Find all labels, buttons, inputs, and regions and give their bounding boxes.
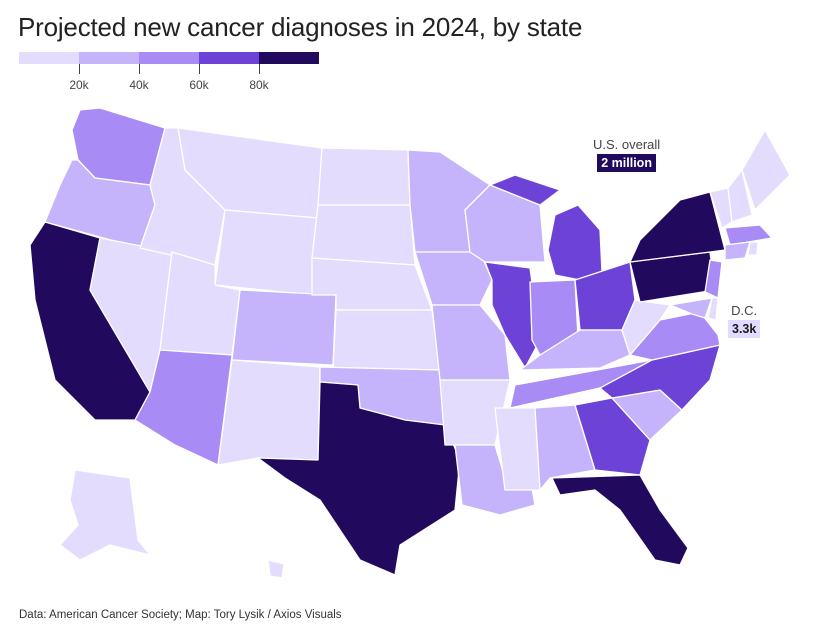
state-louisiana[interactable] [454, 444, 536, 516]
state-massachusetts[interactable] [724, 224, 773, 246]
dc-value: 3.3k [728, 320, 761, 338]
state-rhode-island[interactable] [747, 241, 759, 256]
state-maryland[interactable] [669, 297, 713, 319]
state-georgia[interactable] [574, 397, 651, 476]
state-michigan[interactable] [547, 204, 603, 281]
state-new-mexico[interactable] [217, 359, 321, 466]
state-hawaii[interactable] [267, 559, 285, 579]
state-florida[interactable] [551, 474, 689, 566]
state-iowa[interactable] [414, 251, 493, 306]
legend-tick-label: 80k [249, 78, 269, 92]
legend-bin-3 [139, 52, 199, 64]
state-michigan-upper[interactable] [489, 174, 561, 206]
state-connecticut[interactable] [724, 241, 751, 261]
state-new-york[interactable] [629, 191, 726, 263]
state-alaska[interactable] [59, 469, 151, 561]
legend-bin-4 [199, 52, 259, 64]
state-maine[interactable] [741, 129, 791, 211]
legend-tick [139, 64, 140, 74]
state-mississippi[interactable] [494, 407, 541, 491]
state-texas[interactable] [257, 381, 461, 576]
legend-tick-label: 60k [189, 78, 209, 92]
state-north-dakota[interactable] [317, 147, 411, 206]
state-delaware[interactable] [707, 297, 719, 321]
legend-tick [79, 64, 80, 74]
state-new-hampshire[interactable] [727, 169, 753, 223]
legend-tick-label: 40k [129, 78, 149, 92]
state-south-dakota[interactable] [311, 204, 416, 266]
legend-tick-label: 20k [69, 78, 89, 92]
state-west-virginia[interactable] [621, 299, 671, 356]
state-illinois[interactable] [484, 261, 541, 369]
us-overall-callout: U.S. overall 2 million [593, 137, 660, 172]
state-alabama[interactable] [534, 404, 596, 491]
legend-tick [259, 64, 260, 74]
us-overall-label: U.S. overall [593, 137, 661, 152]
state-kansas[interactable] [332, 309, 441, 371]
legend-tick [199, 64, 200, 74]
legend-bin-2 [79, 52, 139, 64]
chart-title: Projected new cancer diagnoses in 2024, … [18, 12, 583, 42]
dc-callout: D.C. 3.3k [728, 303, 761, 338]
state-missouri[interactable] [431, 304, 511, 381]
source-credit: Data: American Cancer Society; Map: Tory… [19, 609, 342, 621]
legend: 20k 40k 60k 80k [19, 52, 319, 92]
legend-bin-5 [259, 52, 319, 64]
state-colorado[interactable] [231, 289, 337, 366]
us-overall-value: 2 million [597, 154, 656, 172]
legend-bin-1 [19, 52, 79, 64]
state-wyoming[interactable] [214, 209, 319, 296]
us-map [29, 107, 791, 579]
dc-label: D.C. [731, 303, 758, 318]
legend-bins [19, 52, 319, 64]
